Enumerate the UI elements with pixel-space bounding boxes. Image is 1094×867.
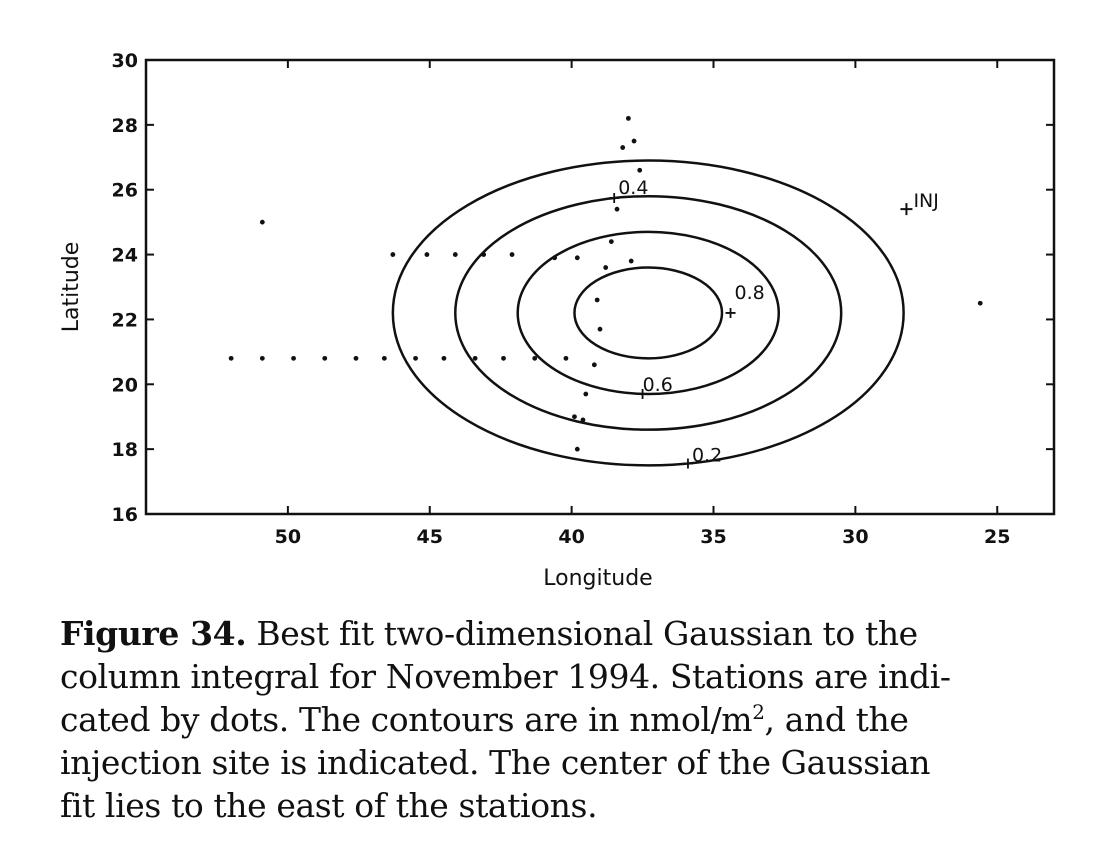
y-tick-label: 20	[112, 374, 138, 396]
station-dot	[583, 391, 589, 397]
caption-text-1: Best fit two-dimensional Gaussian to the	[246, 614, 918, 653]
station-dot	[603, 265, 609, 270]
x-tick-label: 45	[417, 526, 443, 548]
figure-label: Figure 34.	[60, 614, 247, 653]
contour-label-0.6: 0.6	[643, 374, 673, 396]
contour-label-0.2: 0.2	[692, 445, 722, 467]
station-dot	[452, 252, 458, 257]
station-dot	[591, 362, 597, 368]
y-tick-label: 18	[112, 439, 138, 461]
gaussian-contours: 0.2 0.4 0.6 0.8	[391, 159, 905, 469]
station-dot	[291, 355, 296, 361]
station-dot	[574, 446, 580, 452]
x-tick-label: 30	[842, 526, 868, 548]
caption-line-1: Figure 34. Best fit two-dimensional Gaus…	[60, 612, 1070, 655]
station-dot	[614, 206, 620, 212]
contour-0.6	[516, 230, 781, 396]
x-axis-title: Longitude	[543, 566, 652, 591]
station-dot	[353, 355, 359, 361]
station-dot	[628, 258, 634, 264]
y-tick-label: 24	[112, 245, 138, 267]
station-dot	[381, 355, 387, 361]
station-dot	[597, 326, 603, 332]
station-dot	[631, 138, 637, 144]
x-tick-label: 25	[984, 526, 1010, 548]
caption-line-2: column integral for November 1994. Stati…	[60, 657, 951, 696]
x-axis-ticks: 50 45 40 35 30 25	[275, 60, 1010, 548]
station-dot	[501, 355, 506, 361]
contour-0.8	[573, 266, 724, 360]
station-dot	[390, 252, 396, 257]
station-dot	[620, 145, 626, 150]
station-dot	[441, 355, 447, 361]
contour-label-0.8: 0.8	[735, 282, 765, 304]
station-dot	[322, 355, 328, 361]
station-dot	[608, 239, 614, 245]
station-dot	[977, 300, 983, 306]
station-dot	[509, 252, 515, 257]
station-dot	[572, 414, 577, 420]
contour-label-marker	[725, 307, 736, 318]
y-tick-label: 30	[112, 50, 138, 72]
caption-text-3a: cated by dots. The contours are in nmol/…	[60, 700, 753, 739]
station-dot	[413, 355, 418, 361]
y-tick-label: 26	[112, 180, 138, 202]
y-tick-label: 16	[112, 504, 138, 526]
caption-line-3: cated by dots. The contours are in nmol/…	[60, 698, 1070, 741]
station-dot	[574, 255, 580, 261]
caption-superscript: 2	[752, 700, 765, 724]
contour-label-marker	[637, 388, 648, 399]
injection-marker	[900, 203, 913, 216]
station-dot	[472, 355, 478, 361]
station-dot	[532, 355, 538, 361]
contour-0.2	[391, 159, 905, 467]
figure-caption: Figure 34. Best fit two-dimensional Gaus…	[60, 612, 1070, 827]
y-tick-label: 22	[112, 309, 138, 331]
caption-text-3b: , and the	[764, 700, 909, 739]
station-dot	[563, 355, 569, 361]
y-axis-title: Latitude	[59, 242, 84, 333]
caption-line-5: fit lies to the east of the stations.	[60, 786, 598, 825]
station-dot	[625, 115, 631, 121]
x-tick-label: 40	[558, 526, 584, 548]
station-dot	[259, 219, 265, 225]
contour-0.4	[454, 194, 843, 431]
station-dot	[481, 252, 487, 257]
injection-site: INJ	[900, 190, 939, 216]
station-dot	[259, 355, 265, 361]
station-dot	[594, 297, 600, 303]
x-tick-label: 35	[700, 526, 726, 548]
contour-label-marker	[682, 458, 693, 469]
y-axis-ticks: 16 18 20 22 24 26 28 30	[112, 50, 1054, 526]
station-dot	[228, 355, 234, 361]
contour-label-0.4: 0.4	[618, 177, 648, 199]
station-dot	[580, 417, 586, 423]
injection-label: INJ	[913, 190, 938, 212]
y-tick-label: 28	[112, 115, 138, 137]
station-dot	[424, 252, 430, 257]
caption-line-4: injection site is indicated. The center …	[60, 743, 931, 782]
station-dot	[552, 255, 557, 261]
plot-frame	[144, 58, 1056, 516]
station-dots	[228, 115, 983, 452]
station-dot	[637, 167, 643, 173]
contour-label-marker	[609, 193, 620, 204]
x-tick-label: 50	[275, 526, 301, 548]
